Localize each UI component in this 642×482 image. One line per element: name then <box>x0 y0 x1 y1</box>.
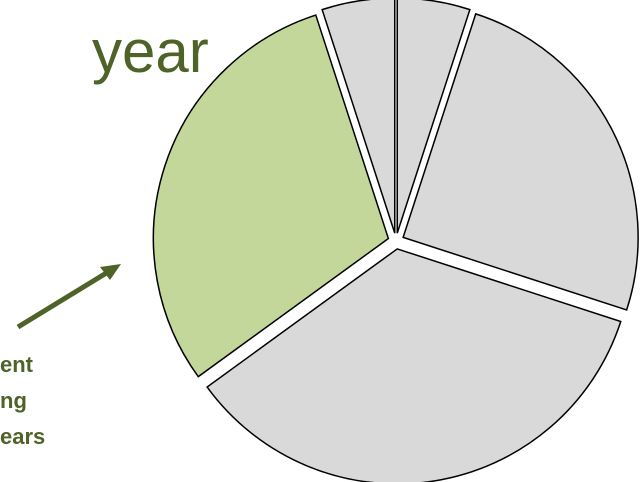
pie-slice-2 <box>402 12 639 311</box>
callout-arrow-shaft <box>16 269 110 330</box>
callout-line-1: ent <box>0 352 33 377</box>
title-fragment: year <box>92 18 209 85</box>
pie-slice-3 <box>206 248 622 482</box>
pie-slices <box>152 0 639 482</box>
pie-slice-5 <box>321 0 396 234</box>
callout-line-3: ears <box>0 424 46 449</box>
callout-arrow-head <box>100 264 121 280</box>
pie-slice-1 <box>396 0 471 234</box>
callout-line-2: ng <box>0 388 27 413</box>
pie-slice-highlighted <box>152 14 390 378</box>
callout-text: ent ng ears <box>0 347 110 455</box>
callout-arrow <box>16 264 121 330</box>
